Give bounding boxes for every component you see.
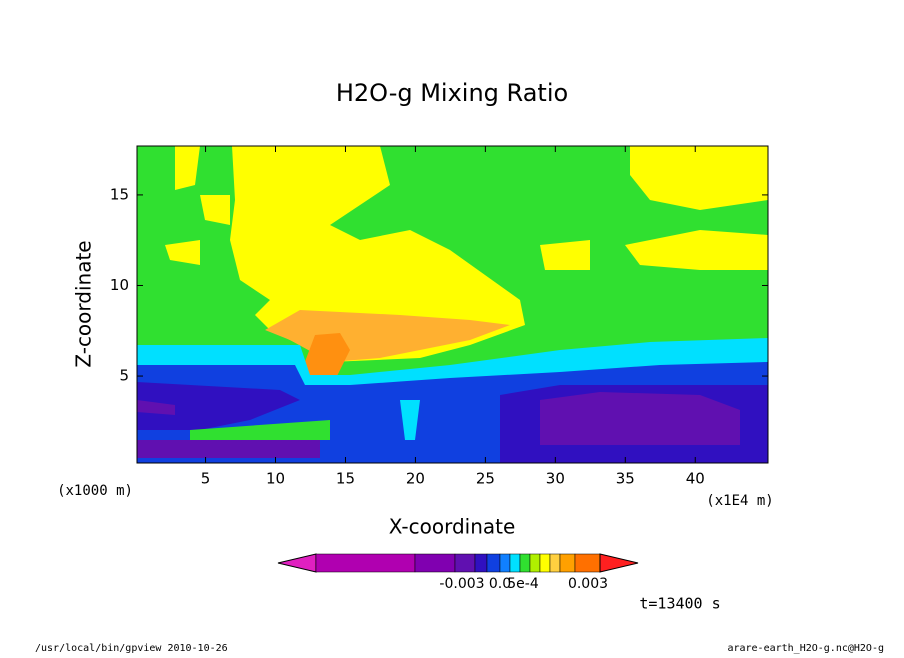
x-tick-label: 25: [476, 470, 495, 488]
colorbar-segment: [486, 553, 501, 573]
colorbar-label: 5e-4: [507, 576, 539, 592]
x-tick-label: 5: [201, 470, 211, 488]
chart-title: H2O-g Mixing Ratio: [336, 79, 568, 107]
footer-left: /usr/local/bin/gpview 2010-10-26: [35, 643, 228, 654]
y-tick-label: 5: [119, 367, 129, 385]
x-unit: (x1E4 m): [706, 493, 773, 509]
x-tick-label: 20: [406, 470, 425, 488]
contour-field: [137, 146, 768, 463]
colorbar-segment: [414, 553, 456, 573]
colorbar-segment: [549, 553, 561, 573]
footer-right: arare-earth_H2O-g.nc@H2O-g: [727, 643, 884, 654]
colorbar-segment: [499, 553, 511, 573]
contour-region: [400, 400, 420, 440]
contour-region: [137, 392, 740, 458]
colorbar-segment: [519, 553, 531, 573]
time-label: t=13400 s: [639, 595, 720, 613]
colorbar-end: [277, 553, 317, 573]
colorbar-segment: [509, 553, 521, 573]
x-tick-label: 30: [546, 470, 565, 488]
y-unit: (x1000 m): [57, 483, 133, 499]
x-tick-label: 35: [616, 470, 635, 488]
y-tick-label: 15: [110, 185, 129, 203]
colorbar-segment: [559, 553, 576, 573]
x-tick-label: 40: [686, 470, 705, 488]
colorbar-segment: [574, 553, 601, 573]
y-tick-label: 10: [110, 276, 129, 294]
colorbar-label: 0.0: [489, 576, 511, 592]
colorbar-label: -0.003: [439, 576, 484, 592]
x-axis-label: X-coordinate: [389, 515, 516, 539]
x-tick-label: 15: [336, 470, 355, 488]
contour-region: [190, 420, 330, 440]
colorbar-segment: [454, 553, 476, 573]
plot-frame: [136, 145, 769, 464]
y-axis-label: Z-coordinate: [72, 240, 96, 367]
contour-region: [175, 146, 525, 362]
x-tick-label: 10: [266, 470, 285, 488]
colorbar-segment: [474, 553, 488, 573]
colorbar-segment: [529, 553, 541, 573]
colorbar-label: 0.003: [568, 576, 608, 592]
contour-region: [165, 146, 768, 270]
colorbar-segment: [315, 553, 416, 573]
colorbar-end: [599, 553, 639, 573]
colorbar-segment: [539, 553, 551, 573]
